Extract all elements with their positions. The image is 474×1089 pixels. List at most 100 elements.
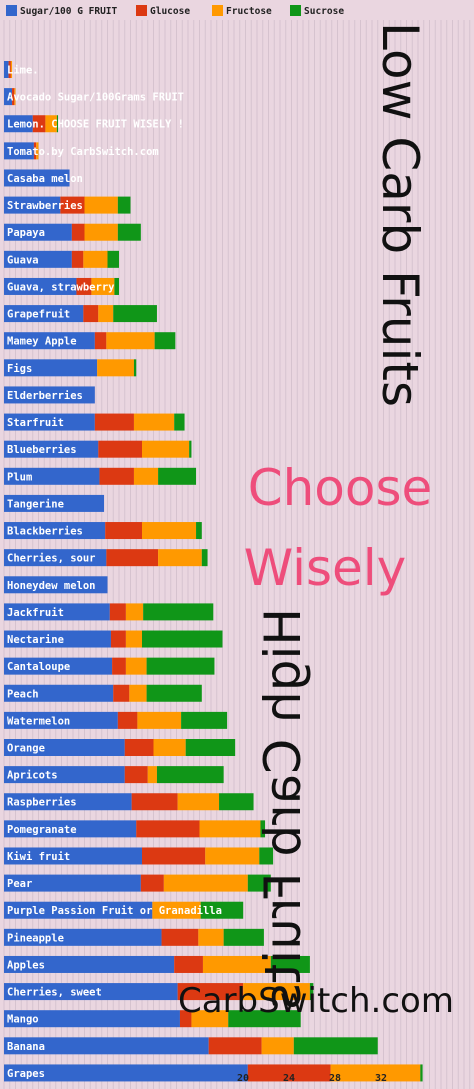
bar-cantaloupe-fructose xyxy=(125,657,147,675)
bar-honeydew-melon-sugar-100-g-fruit xyxy=(4,576,108,594)
bar-guava-sucrose xyxy=(107,250,119,268)
bar-cantaloupe-sucrose xyxy=(146,657,215,675)
category-label: Casaba melon xyxy=(7,173,83,185)
bar-blueberries-glucose xyxy=(98,440,142,458)
bar-blackberries-fructose xyxy=(142,522,197,540)
bar-guava-strawberry-fructose xyxy=(91,277,115,295)
bar-grapefruit-glucose xyxy=(83,305,99,323)
bar-casaba-melon-sugar-100-g-fruit xyxy=(4,169,70,187)
bar-blueberries-sucrose xyxy=(189,440,192,458)
bar-raspberries-fructose xyxy=(177,793,220,811)
bar-guava-glucose xyxy=(71,250,84,268)
bar-papaya-sucrose xyxy=(117,223,141,241)
bar-grapefruit-sugar-100-g-fruit xyxy=(4,305,84,323)
bar-apricots-sucrose xyxy=(156,766,224,784)
legend-swatch-sucrose xyxy=(290,5,301,16)
category-label: Mamey Apple xyxy=(7,336,77,348)
bar-orange-sucrose xyxy=(185,739,236,756)
category-label: Strawberries xyxy=(7,200,83,212)
category-label: Kiwi fruit xyxy=(7,851,70,863)
x-tick-label: 28 xyxy=(329,1073,341,1084)
bar-plum-glucose xyxy=(99,467,134,485)
category-label: Orange xyxy=(7,743,45,755)
legend-label-fructose: Fructose xyxy=(226,6,272,17)
legend-swatch-glucose xyxy=(136,5,147,16)
bar-tomato-by-carbswitch-com-glucose xyxy=(33,142,37,160)
low-carb-annotation: Low Carb Fruits xyxy=(371,22,429,407)
legend-swatch-sugar-100-g-fruit xyxy=(6,5,17,16)
category-label: Guava xyxy=(7,254,39,266)
bar-jackfruit-sucrose xyxy=(143,603,214,621)
bar-guava-strawberry-sugar-100-g-fruit xyxy=(4,277,77,295)
bar-orange-sugar-100-g-fruit xyxy=(4,739,125,756)
x-axis-ticks: 20 24 28 32 xyxy=(237,1073,387,1084)
category-label: Pineapple xyxy=(7,932,64,944)
bar-blueberries-sugar-100-g-fruit xyxy=(4,440,99,458)
category-label: Blackberries xyxy=(7,526,83,538)
bar-purple-passion-fruit-or-granadilla-sugar-100-g-fruit xyxy=(4,901,153,919)
bar-purple-passion-fruit-or-granadilla-fructose xyxy=(152,901,201,919)
category-label: Grapefruit xyxy=(7,309,70,321)
bar-banana-fructose xyxy=(261,1037,294,1055)
bar-mamey-apple-fructose xyxy=(106,332,155,350)
bar-avocado-sugar-100grams-fruit-sugar-100-g-fruit xyxy=(4,88,13,106)
bar-tomato-by-carbswitch-com-fructose xyxy=(36,142,39,160)
category-label: Peach xyxy=(7,688,39,700)
bar-nectarine-glucose xyxy=(110,630,126,648)
category-label: Tangerine xyxy=(7,498,64,510)
bar-banana-glucose xyxy=(208,1037,262,1055)
category-label: Apples xyxy=(7,959,45,971)
bar-watermelon-sugar-100-g-fruit xyxy=(4,711,118,729)
bar-guava-sugar-100-g-fruit xyxy=(4,250,72,268)
bar-cherries-sweet-sucrose xyxy=(309,983,314,1001)
bar-cherries-sour-sugar-100-g-fruit xyxy=(4,549,107,567)
bar-cherries-sour-glucose xyxy=(106,549,159,567)
bar-pineapple-glucose xyxy=(161,928,199,946)
bar-apricots-fructose xyxy=(147,766,157,784)
bar-mango-sugar-100-g-fruit xyxy=(4,1010,180,1028)
bar-pineapple-sugar-100-g-fruit xyxy=(4,928,162,946)
bar-nectarine-sucrose xyxy=(142,630,223,648)
high-carb-annotation: High Carb Fruits xyxy=(254,608,312,1009)
bar-pomegranate-fructose xyxy=(199,820,261,838)
bar-lemon-choose-fruit-wisely-sugar-100-g-fruit xyxy=(4,115,33,133)
category-label: Grapes xyxy=(7,1068,45,1080)
bar-pineapple-fructose xyxy=(198,928,224,946)
bar-cherries-sweet-glucose xyxy=(177,983,244,1001)
bar-orange-glucose xyxy=(124,739,154,756)
bar-jackfruit-fructose xyxy=(125,603,144,621)
bar-blueberries-fructose xyxy=(142,440,190,458)
bar-purple-passion-fruit-or-granadilla-sucrose xyxy=(200,901,244,919)
category-label: Tomato.by CarbSwitch.com xyxy=(7,146,159,158)
bar-apricots-glucose xyxy=(124,766,148,784)
bar-watermelon-glucose xyxy=(117,711,138,729)
category-label: Guava, strawberry xyxy=(7,281,115,293)
bar-tomato-by-carbswitch-com-sugar-100-g-fruit xyxy=(4,142,34,160)
choose-annotation: Choose xyxy=(248,459,433,517)
bar-papaya-sugar-100-g-fruit xyxy=(4,223,72,241)
category-label: Purple Passion Fruit or Granadilla xyxy=(7,905,222,917)
category-label: Raspberries xyxy=(7,797,77,809)
bar-nectarine-sugar-100-g-fruit xyxy=(4,630,111,648)
bar-plum-sucrose xyxy=(158,467,197,485)
category-label: Cherries, sour xyxy=(7,553,96,565)
bar-starfruit-fructose xyxy=(133,413,175,431)
bar-mamey-apple-sucrose xyxy=(154,332,176,350)
bar-pear-glucose xyxy=(140,874,164,892)
bar-lime-fructose xyxy=(10,61,13,78)
bar-kiwi-fruit-sucrose xyxy=(259,847,274,865)
bar-pineapple-sucrose xyxy=(223,928,264,946)
bar-cantaloupe-sugar-100-g-fruit xyxy=(4,657,113,675)
bar-papaya-fructose xyxy=(84,223,118,241)
bar-papaya-glucose xyxy=(71,223,85,241)
bar-apricots-sugar-100-g-fruit xyxy=(4,766,125,784)
legend: Sugar/100 G FRUIT Glucose Fructose Sucrose xyxy=(6,5,344,17)
bar-lemon-choose-fruit-wisely-fructose xyxy=(45,115,57,133)
category-label: Jackfruit xyxy=(7,607,64,619)
bar-raspberries-glucose xyxy=(131,793,178,811)
bar-guava-strawberry-sucrose xyxy=(114,277,119,295)
bar-grapes-fructose xyxy=(330,1064,421,1082)
bar-guava-strawberry-glucose xyxy=(76,277,92,295)
bar-peach-sucrose xyxy=(146,684,202,702)
bar-peach-glucose xyxy=(113,684,130,702)
